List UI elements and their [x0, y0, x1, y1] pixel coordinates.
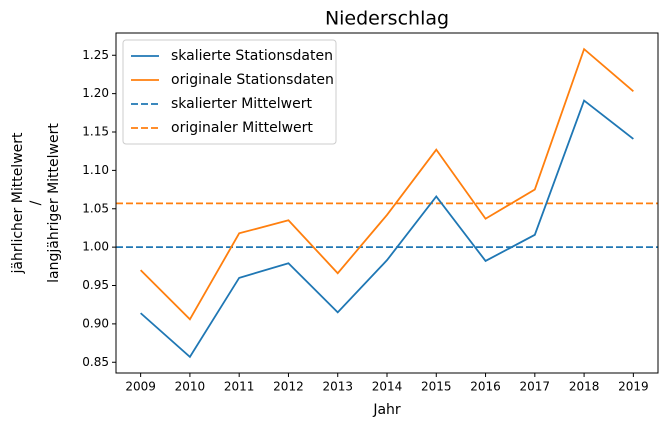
y-tick-label: 0.85 — [82, 355, 109, 369]
x-tick-label: 2011 — [224, 380, 255, 394]
x-tick-label: 2019 — [618, 380, 649, 394]
plot-frame — [115, 32, 659, 374]
y-axis-label-line: jährlicher Mittelwert — [10, 132, 26, 275]
legend-label: originaler Mittelwert — [171, 120, 313, 136]
data-line — [140, 99, 634, 359]
y-tick-label: 1.05 — [82, 201, 109, 215]
y-tick-label: 1.20 — [82, 86, 109, 100]
y-tick-label: 1.10 — [82, 163, 109, 177]
y-tick-label: 0.90 — [82, 316, 109, 330]
y-tick-label: 1.00 — [82, 240, 109, 254]
y-axis-label-line: / — [28, 200, 44, 205]
x-tick-label: 2018 — [569, 380, 600, 394]
x-tick-label: 2012 — [273, 380, 304, 394]
chart-title: Niederschlag — [325, 8, 449, 30]
legend-label: skalierter Mittelwert — [171, 96, 312, 112]
y-axis-label: jährlicher Mittelwert / langjähriger Mit… — [10, 123, 62, 283]
legend: skalierte Stationsdaten originale Station… — [122, 39, 337, 145]
x-tick-label: 2015 — [421, 380, 452, 394]
legend-label: originale Stationsdaten — [171, 72, 334, 88]
x-tick-label: 2014 — [372, 380, 403, 394]
x-axis-label: Jahr — [372, 402, 401, 418]
x-tick-label: 2016 — [470, 380, 501, 394]
y-axis-label-line: langjähriger Mittelwert — [46, 123, 62, 283]
y-tick-label: 1.25 — [82, 48, 109, 62]
legend-label: skalierte Stationsdaten — [171, 48, 333, 64]
legend-box — [122, 39, 337, 145]
x-tick-label: 2013 — [322, 380, 353, 394]
data-line — [140, 47, 634, 321]
x-tick-label: 2010 — [175, 380, 206, 394]
y-tick-label: 0.95 — [82, 278, 109, 292]
y-tick-label: 1.15 — [82, 125, 109, 139]
x-tick-label: 2009 — [125, 380, 156, 394]
x-tick-label: 2017 — [520, 380, 551, 394]
